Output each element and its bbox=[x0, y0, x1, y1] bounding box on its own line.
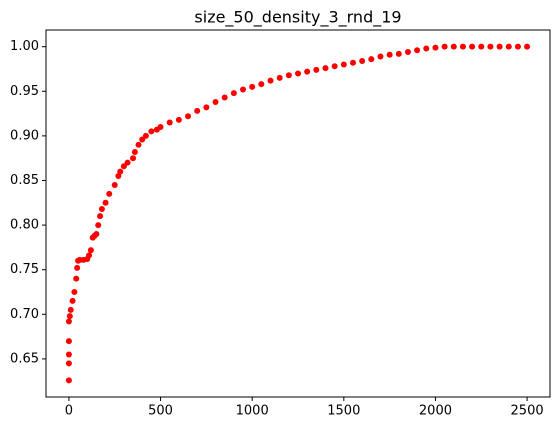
point bbox=[404, 49, 411, 56]
point bbox=[304, 68, 311, 75]
y-tick-label: 0.80 bbox=[10, 218, 39, 233]
point bbox=[86, 252, 93, 259]
point bbox=[194, 107, 201, 114]
point bbox=[102, 199, 109, 206]
point bbox=[66, 313, 73, 320]
y-tick-label: 0.65 bbox=[10, 351, 39, 366]
point bbox=[432, 44, 439, 51]
point bbox=[377, 53, 384, 60]
point bbox=[135, 141, 142, 148]
point bbox=[73, 275, 80, 282]
point bbox=[124, 159, 131, 166]
point bbox=[469, 43, 476, 50]
point bbox=[331, 63, 338, 70]
point bbox=[65, 351, 72, 358]
x-tick-label: 1000 bbox=[236, 404, 269, 419]
point bbox=[340, 61, 347, 68]
point bbox=[71, 289, 78, 296]
point bbox=[459, 43, 466, 50]
point bbox=[74, 264, 81, 271]
point bbox=[505, 43, 512, 50]
x-tick-label: 500 bbox=[148, 404, 173, 419]
point bbox=[166, 119, 173, 126]
point bbox=[157, 123, 164, 130]
point bbox=[496, 43, 503, 50]
point bbox=[359, 57, 366, 64]
point bbox=[514, 43, 521, 50]
point bbox=[276, 74, 283, 81]
point bbox=[98, 206, 105, 213]
x-tick-label: 0 bbox=[65, 404, 73, 419]
point bbox=[65, 338, 72, 345]
y-tick-label: 0.75 bbox=[10, 262, 39, 277]
point bbox=[285, 72, 292, 79]
point bbox=[368, 56, 375, 63]
chart-title: size_50_density_3_rnd_19 bbox=[194, 8, 401, 28]
point bbox=[395, 50, 402, 57]
y-tick-label: 0.70 bbox=[10, 307, 39, 322]
point bbox=[130, 155, 137, 162]
point bbox=[97, 213, 104, 220]
point bbox=[175, 116, 182, 123]
point bbox=[185, 113, 192, 120]
point bbox=[131, 148, 138, 155]
point bbox=[414, 47, 421, 54]
axes-frame bbox=[45, 29, 551, 398]
point bbox=[65, 377, 72, 384]
point bbox=[221, 94, 228, 101]
point bbox=[111, 181, 118, 188]
point bbox=[386, 51, 393, 58]
y-tick-label: 0.85 bbox=[10, 173, 39, 188]
y-tick-label: 0.95 bbox=[10, 84, 39, 99]
x-tick-label: 1500 bbox=[327, 404, 360, 419]
point bbox=[267, 77, 274, 84]
point bbox=[142, 132, 149, 139]
point bbox=[478, 43, 485, 50]
point bbox=[240, 86, 247, 93]
point bbox=[212, 98, 219, 105]
point bbox=[487, 43, 494, 50]
point bbox=[349, 59, 356, 66]
point bbox=[203, 104, 210, 111]
point bbox=[258, 81, 265, 88]
point bbox=[322, 65, 329, 72]
point bbox=[65, 318, 72, 325]
point bbox=[67, 306, 74, 313]
point bbox=[87, 247, 94, 254]
point bbox=[117, 168, 124, 175]
point bbox=[69, 297, 76, 304]
point bbox=[450, 43, 457, 50]
point bbox=[95, 222, 102, 229]
point bbox=[230, 90, 237, 97]
point bbox=[148, 128, 155, 135]
point bbox=[295, 70, 301, 77]
x-tick-label: 2500 bbox=[511, 404, 544, 419]
point bbox=[441, 43, 448, 50]
y-tick-label: 0.90 bbox=[10, 128, 39, 143]
x-tick-label: 2000 bbox=[419, 404, 452, 419]
point bbox=[423, 45, 430, 52]
point bbox=[106, 190, 113, 197]
point bbox=[313, 66, 320, 73]
point bbox=[93, 231, 100, 238]
point bbox=[65, 360, 72, 367]
point bbox=[524, 43, 531, 50]
point bbox=[249, 83, 256, 90]
y-tick-label: 1.00 bbox=[10, 39, 39, 54]
